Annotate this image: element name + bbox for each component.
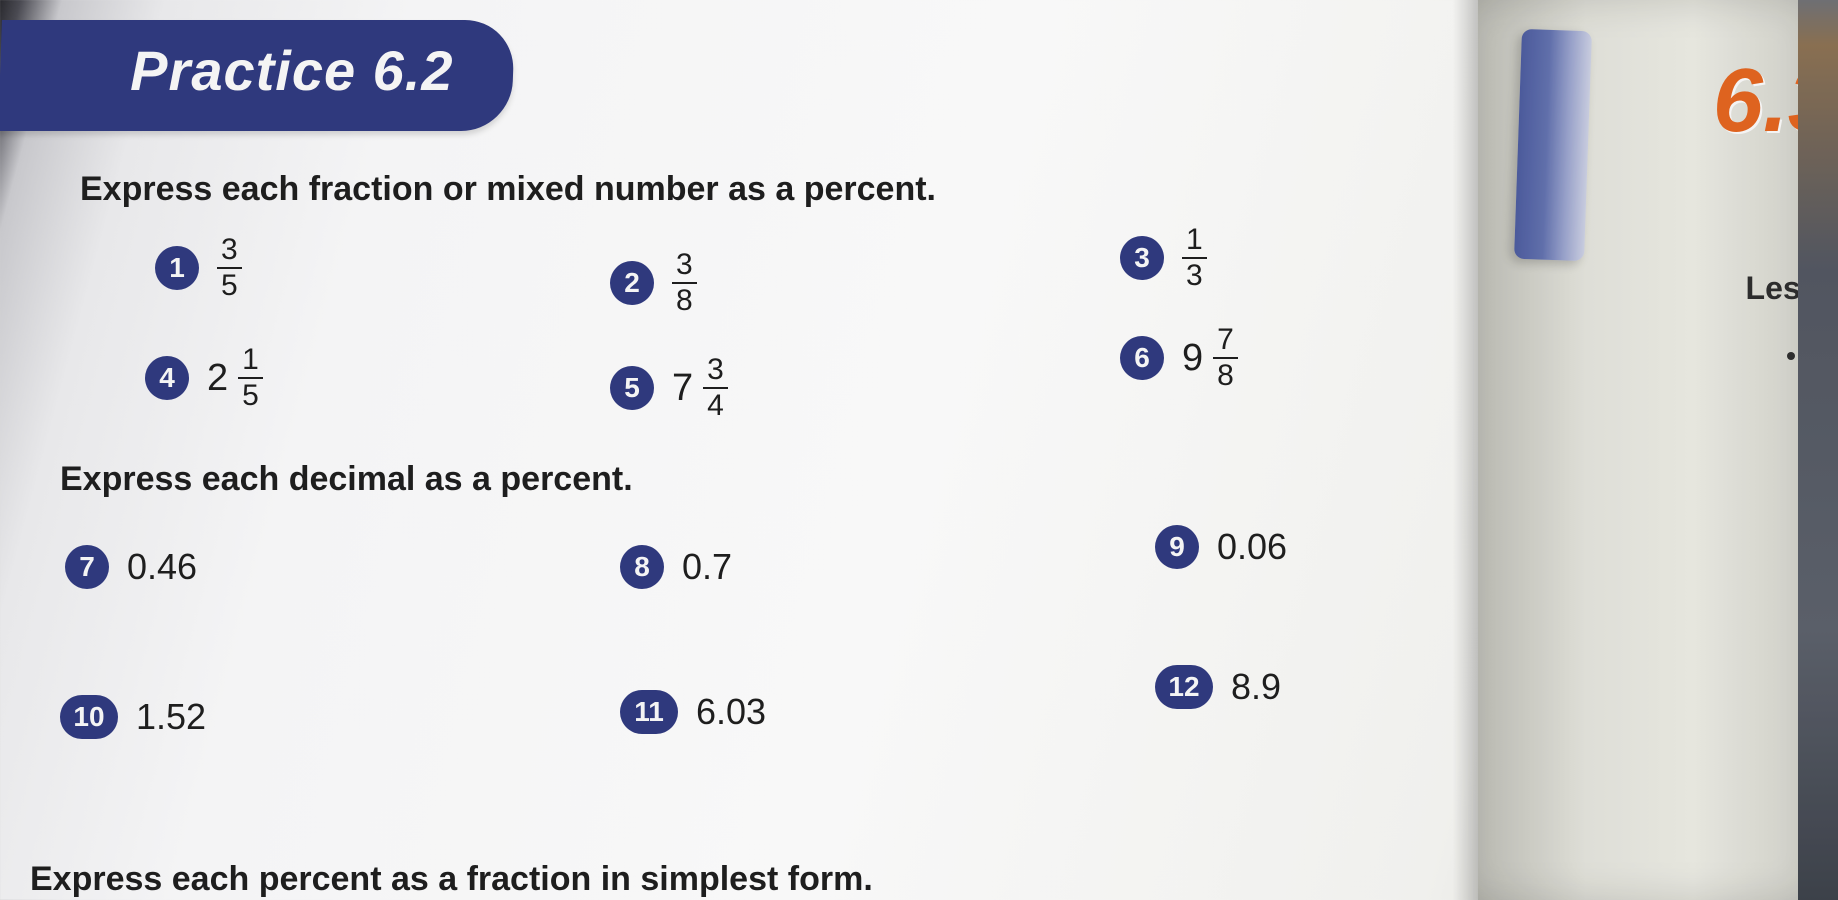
problem-5: 5 7 3 4	[610, 355, 728, 421]
bullet-icon	[1787, 352, 1795, 360]
problem-3: 3 1 3	[1120, 225, 1207, 291]
numerator: 7	[1213, 325, 1238, 357]
denominator: 3	[1182, 257, 1207, 291]
problem-9: 9 0.06	[1155, 525, 1287, 569]
problem-value: 3 8	[672, 250, 697, 316]
problem-10: 10 1.52	[60, 695, 206, 739]
whole-number: 7	[672, 367, 693, 410]
problem-value: 3 5	[217, 235, 242, 301]
problem-badge: 11	[620, 690, 678, 734]
denominator: 4	[703, 387, 728, 421]
problem-value: 1.52	[136, 696, 206, 738]
problem-badge: 12	[1155, 665, 1213, 709]
fraction-value: 7 8	[1213, 325, 1238, 391]
instruction-decimals: Express each decimal as a percent.	[60, 460, 633, 499]
problem-badge: 3	[1120, 236, 1164, 280]
numerator: 3	[672, 250, 697, 282]
problem-value: 9 7 8	[1182, 325, 1238, 391]
denominator: 5	[217, 267, 242, 301]
problem-value: 7 3 4	[672, 355, 728, 421]
left-page: Practice 6.2 Express each fraction or mi…	[0, 0, 1480, 900]
fraction-value: 1 3	[1182, 225, 1207, 291]
problem-1: 1 3 5	[155, 235, 242, 301]
numerator: 1	[1182, 225, 1207, 257]
denominator: 8	[672, 282, 697, 316]
numerator: 3	[217, 235, 242, 267]
problem-2: 2 3 8	[610, 250, 697, 316]
fraction-value: 1 5	[238, 345, 263, 411]
problem-value: 0.7	[682, 546, 732, 588]
book-edge	[1798, 0, 1838, 900]
practice-title-banner: Practice 6.2	[0, 20, 515, 131]
instruction-fractions: Express each fraction or mixed number as…	[80, 170, 936, 209]
problem-badge: 6	[1120, 336, 1164, 380]
problem-4: 4 2 1 5	[145, 345, 263, 411]
problem-value: 0.06	[1217, 526, 1287, 568]
fraction-value: 3 5	[217, 235, 242, 301]
problem-badge: 2	[610, 261, 654, 305]
problem-6: 6 9 7 8	[1120, 325, 1238, 391]
problem-badge: 7	[65, 545, 109, 589]
problem-value: 8.9	[1231, 666, 1281, 708]
instruction-percent: Express each percent as a fraction in si…	[30, 860, 873, 899]
fraction-value: 3 8	[672, 250, 697, 316]
problem-badge: 8	[620, 545, 664, 589]
problem-11: 11 6.03	[620, 690, 766, 734]
problem-value: 2 1 5	[207, 345, 263, 411]
problem-badge: 5	[610, 366, 654, 410]
fraction-value: 3 4	[703, 355, 728, 421]
whole-number: 2	[207, 357, 228, 400]
problem-badge: 1	[155, 246, 199, 290]
problem-badge: 9	[1155, 525, 1199, 569]
problem-value: 6.03	[696, 691, 766, 733]
denominator: 8	[1213, 357, 1238, 391]
problem-value: 1 3	[1182, 225, 1207, 291]
problem-badge: 10	[60, 695, 118, 739]
problem-value: 0.46	[127, 546, 197, 588]
problem-7: 7 0.46	[65, 545, 197, 589]
whole-number: 9	[1182, 337, 1203, 380]
denominator: 5	[238, 377, 263, 411]
problem-badge: 4	[145, 356, 189, 400]
problem-8: 8 0.7	[620, 545, 732, 589]
practice-title-text: Practice 6.2	[130, 38, 453, 103]
problem-12: 12 8.9	[1155, 665, 1281, 709]
pen-object	[1514, 29, 1592, 261]
right-page: 6.3 Lesso Fi ear	[1478, 0, 1838, 900]
numerator: 1	[238, 345, 263, 377]
numerator: 3	[703, 355, 728, 387]
